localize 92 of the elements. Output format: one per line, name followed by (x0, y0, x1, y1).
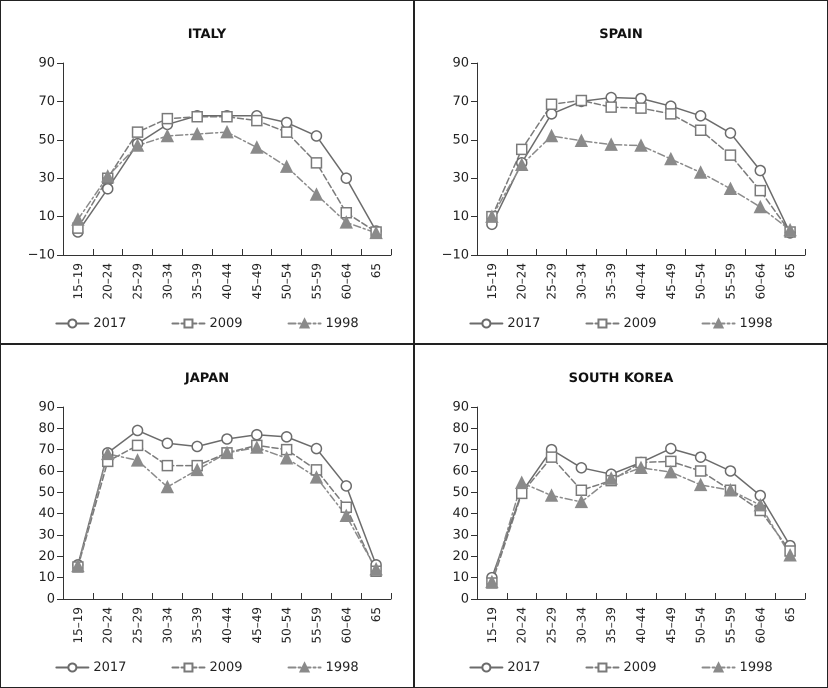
x-tick-label: 60–64 (753, 607, 768, 644)
y-tick-label: −10 (442, 248, 469, 262)
x-tick-label: 30–34 (574, 607, 588, 644)
x-tick-label: 15–19 (484, 607, 499, 644)
chart-title: SOUTH KOREA (568, 371, 674, 386)
legend-label: 2009 (209, 660, 243, 675)
x-tick-label: 15–19 (484, 263, 499, 300)
x-tick-label: 60–64 (753, 263, 768, 300)
x-tick-label: 35–39 (604, 263, 618, 300)
y-tick-label: 70 (452, 442, 469, 458)
x-tick-label: 60–64 (339, 263, 354, 300)
x-tick-label: 20–24 (514, 607, 529, 644)
y-tick-label: 60 (38, 464, 55, 478)
legend-label: 2009 (623, 660, 657, 675)
y-tick-label: 30 (38, 528, 55, 542)
y-tick-label: 80 (452, 420, 469, 436)
y-tick-label: 10 (452, 570, 469, 586)
x-tick-label: 45–49 (664, 263, 678, 300)
chart-title: SPAIN (599, 27, 643, 42)
x-tick-label: 50–54 (694, 263, 708, 300)
y-tick-label: 20 (38, 548, 55, 564)
legend-label: 1998 (326, 660, 359, 675)
x-tick-label: 30–34 (160, 263, 174, 300)
x-tick-label: 25–29 (130, 263, 145, 300)
x-tick-label: 20–24 (100, 263, 115, 300)
x-tick-label: 55–59 (309, 607, 324, 644)
x-tick-label: 60–64 (339, 607, 354, 644)
legend-label: 1998 (740, 316, 773, 331)
y-tick-label: 10 (452, 209, 469, 224)
x-tick-label: 25–29 (544, 607, 559, 644)
x-tick-label: 50–54 (694, 607, 708, 644)
legend-label: 2017 (507, 660, 540, 675)
y-tick-label: 0 (46, 592, 55, 606)
y-tick-label: 30 (452, 170, 469, 186)
y-tick-label: 50 (38, 132, 55, 148)
x-tick-label: 45–49 (250, 263, 264, 300)
legend-label: 2017 (93, 660, 126, 675)
x-tick-label: 45–49 (664, 607, 678, 644)
y-tick-label: 10 (38, 570, 55, 586)
x-tick-label: 55–59 (723, 607, 738, 644)
y-tick-label: 90 (38, 400, 55, 414)
x-tick-label: 40–44 (634, 263, 648, 300)
y-tick-label: 0 (460, 592, 469, 606)
y-tick-label: 60 (452, 464, 469, 478)
x-tick-label: 40–44 (220, 263, 234, 300)
x-tick-label: 40–44 (220, 607, 234, 644)
legend-label: 2017 (93, 316, 126, 331)
y-tick-label: 30 (38, 170, 55, 186)
y-tick-label: 70 (38, 94, 55, 109)
x-tick-label: 20–24 (100, 607, 115, 644)
y-tick-label: 70 (452, 94, 469, 109)
legend-label: 1998 (740, 660, 773, 675)
x-tick-label: 45–49 (250, 607, 264, 644)
y-tick-label: 80 (38, 420, 55, 436)
y-tick-label: 90 (452, 56, 469, 70)
y-tick-label: 40 (452, 506, 469, 522)
x-tick-label: 30–34 (574, 263, 588, 300)
y-tick-label: 50 (452, 132, 469, 148)
chart-title: JAPAN (184, 371, 230, 386)
x-tick-label: 50–54 (280, 263, 294, 300)
legend-label: 1998 (326, 316, 359, 331)
x-tick-label: 65 (783, 263, 798, 278)
x-tick-label: 35–39 (190, 263, 204, 300)
x-tick-label: 65 (369, 607, 384, 622)
y-tick-label: 40 (38, 506, 55, 522)
y-tick-label: 90 (452, 400, 469, 414)
x-tick-label: 50–54 (280, 607, 294, 644)
x-tick-label: 35–39 (604, 607, 618, 644)
y-tick-label: 10 (38, 209, 55, 224)
x-tick-label: 40–44 (634, 607, 648, 644)
legend-label: 2009 (623, 316, 657, 331)
y-tick-label: 50 (452, 484, 469, 500)
chart-title: ITALY (188, 27, 227, 42)
y-tick-label: −10 (28, 248, 55, 262)
x-tick-label: 30–34 (160, 607, 174, 644)
y-tick-label: 90 (38, 56, 55, 70)
y-tick-label: 70 (38, 442, 55, 458)
x-tick-label: 25–29 (130, 607, 145, 644)
x-tick-label: 55–59 (723, 263, 738, 300)
x-tick-label: 15–19 (70, 607, 85, 644)
x-tick-label: 65 (783, 607, 798, 622)
legend-label: 2009 (209, 316, 243, 331)
x-tick-label: 15–19 (70, 263, 85, 300)
x-tick-label: 55–59 (309, 263, 324, 300)
x-tick-label: 25–29 (544, 263, 559, 300)
y-tick-label: 20 (452, 548, 469, 564)
y-tick-label: 50 (38, 484, 55, 500)
y-tick-label: 30 (452, 528, 469, 542)
x-tick-label: 20–24 (514, 263, 529, 300)
legend-label: 2017 (507, 316, 540, 331)
x-tick-label: 65 (369, 263, 384, 278)
x-tick-label: 35–39 (190, 607, 204, 644)
